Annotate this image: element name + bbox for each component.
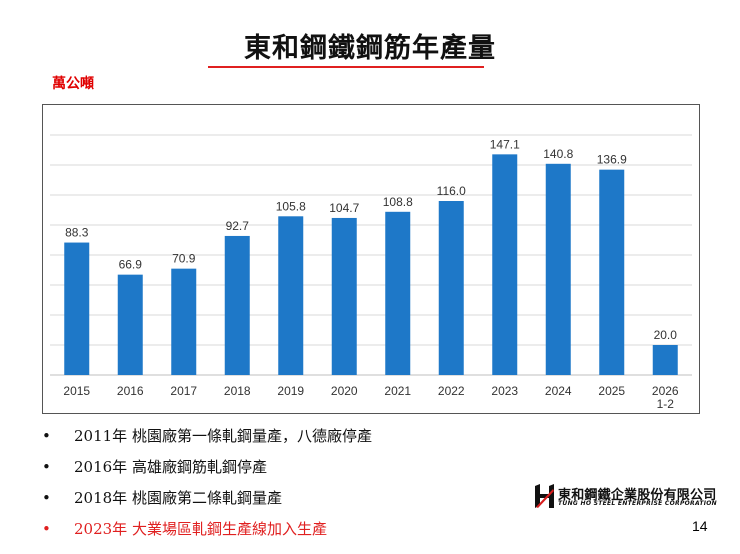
data-label: 105.8 xyxy=(276,199,306,213)
slide-title: 東和鋼鐵鋼筋年產量 xyxy=(244,33,496,64)
bullet-item-2: • 2016年 高雄廠鋼筋軋鋼停產 xyxy=(38,456,372,487)
bar xyxy=(438,201,464,375)
bullet-dot: • xyxy=(42,489,51,507)
bullet-text: 2023年 大業場區軋鋼生產線加入生產 xyxy=(74,520,327,538)
x-tick-label: 2024 xyxy=(545,384,572,398)
bullet-list: • 2011年 桃園廠第一條軋鋼量產，八德廠停產 • 2016年 高雄廠鋼筋軋鋼停產… xyxy=(38,425,372,549)
logo-company-name: 東和鋼鐵企業股份有限公司 xyxy=(558,488,717,503)
data-label: 116.0 xyxy=(437,184,466,198)
unit-label: 萬公噸 xyxy=(52,76,94,92)
data-label: 20.0 xyxy=(654,328,678,342)
bullet-item-3: • 2018年 桃園廠第二條軋鋼量產 xyxy=(38,487,372,518)
data-label: 147.1 xyxy=(490,137,520,151)
bullet-dot: • xyxy=(42,520,51,538)
bar-chart: 88.3 2015 66.9 2016 70.9 2017 92.7 2018 105.8 201… xyxy=(50,134,692,411)
bar xyxy=(117,274,143,375)
chart-frame xyxy=(42,104,700,414)
x-tick-label: 2016 xyxy=(117,384,144,398)
data-label: 140.8 xyxy=(543,147,573,161)
bullet-dot: • xyxy=(42,458,51,476)
x-tick-label: 2017 xyxy=(170,384,197,398)
x-tick-label: 2019 xyxy=(277,384,304,398)
x-tick-label: 2015 xyxy=(63,384,90,398)
bar xyxy=(224,235,250,375)
bar xyxy=(278,216,304,375)
data-label: 136.9 xyxy=(597,153,627,167)
bullet-text: 2016年 高雄廠鋼筋軋鋼停產 xyxy=(74,458,267,476)
bar xyxy=(652,345,678,375)
data-label: 104.7 xyxy=(329,201,359,215)
logo-mark-icon xyxy=(535,484,554,508)
bar xyxy=(492,154,518,375)
data-label: 66.9 xyxy=(119,258,143,272)
x-tick-label: 2023 xyxy=(491,384,518,398)
x-tick-label: 2026 xyxy=(652,384,679,398)
logo-english-name: TUNG HO STEEL ENTERPRISE CORPORATION xyxy=(558,500,717,507)
x-tick-label: 2022 xyxy=(438,384,465,398)
bullet-item-1: • 2011年 桃園廠第一條軋鋼量產，八德廠停產 xyxy=(38,425,372,456)
bar xyxy=(171,268,197,375)
bullet-dot: • xyxy=(42,427,51,445)
bullet-text: 2011年 桃園廠第一條軋鋼量產，八德廠停產 xyxy=(74,427,372,445)
bullet-text: 2018年 桃園廠第二條軋鋼量產 xyxy=(74,489,282,507)
bar xyxy=(331,217,357,375)
company-logo: 東和鋼鐵企業股份有限公司 TUNG HO STEEL ENTERPRISE CO… xyxy=(534,483,718,511)
data-label: 92.7 xyxy=(226,219,250,233)
page-number: 14 xyxy=(692,518,708,534)
bar xyxy=(545,163,571,375)
data-label: 88.3 xyxy=(65,226,89,240)
data-label: 70.9 xyxy=(172,252,196,266)
bullet-item-4: • 2023年 大業場區軋鋼生產線加入生產 xyxy=(38,518,372,549)
x-tick-label: 2021 xyxy=(384,384,411,398)
x-tick-label: 2020 xyxy=(331,384,358,398)
data-label: 108.8 xyxy=(383,195,413,209)
x-tick-label: 2025 xyxy=(598,384,625,398)
title-underline xyxy=(208,66,484,68)
bar xyxy=(64,242,90,375)
bar xyxy=(599,169,625,375)
x-tick-label: 2018 xyxy=(224,384,251,398)
x-tick-label: 1-2 xyxy=(657,397,675,411)
bar xyxy=(385,211,411,375)
